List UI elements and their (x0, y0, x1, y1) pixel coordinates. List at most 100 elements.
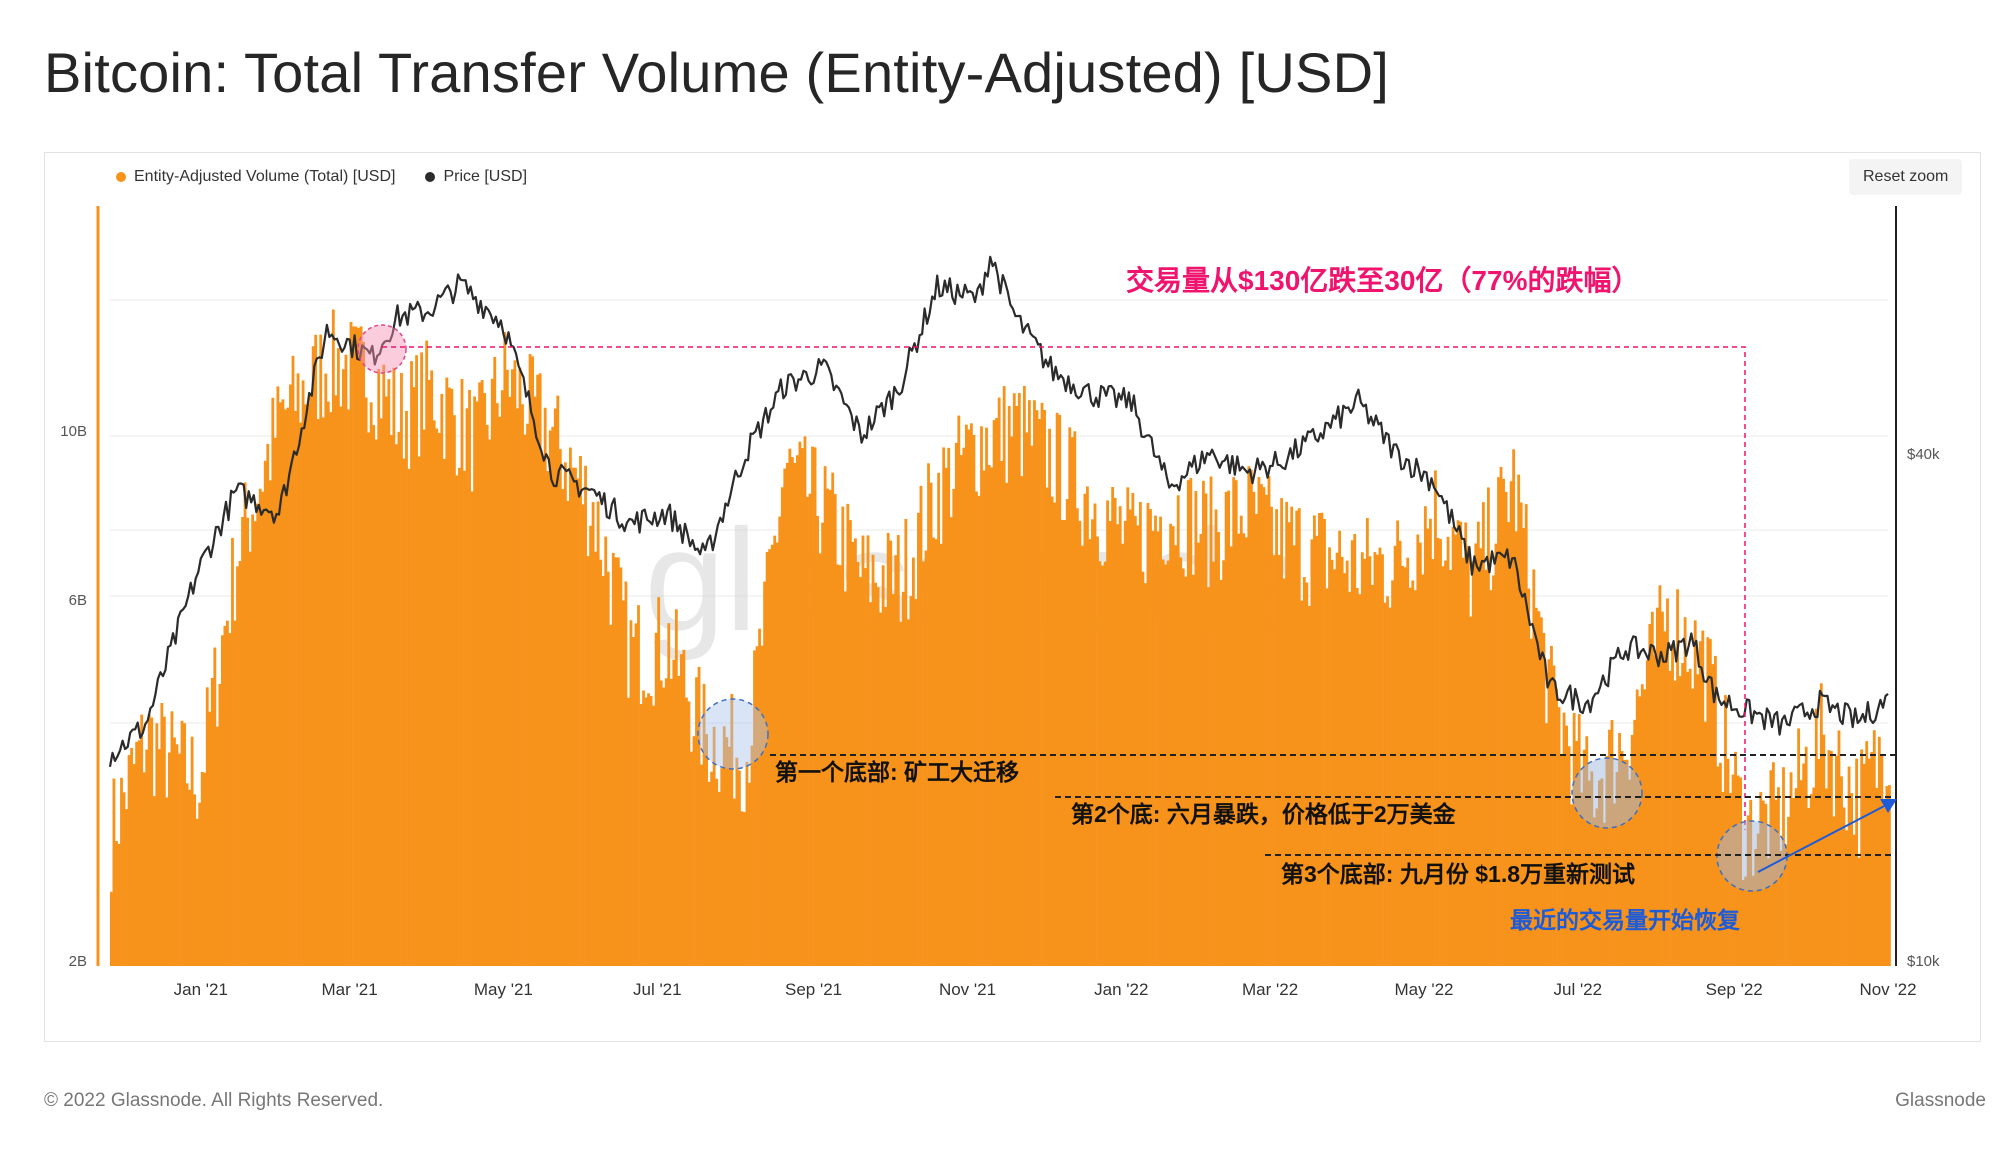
volume-bar (1429, 518, 1432, 966)
volume-bar (1802, 763, 1806, 966)
volume-bar (1504, 491, 1508, 966)
volume-bar (329, 412, 333, 966)
volume-bar (674, 609, 678, 966)
volume-bar (1239, 515, 1243, 966)
volume-bar (180, 720, 184, 966)
volume-bar (1128, 509, 1132, 966)
volume-bar (1411, 580, 1415, 966)
volume-bar (1512, 449, 1516, 966)
volume-bar (621, 600, 625, 966)
volume-bar (949, 517, 953, 966)
volume-bar (1237, 533, 1241, 966)
volume-bar (1625, 759, 1629, 966)
volume-bar (748, 782, 751, 966)
volume-bar (271, 397, 275, 966)
volume-bar (1101, 565, 1104, 966)
volume-bar (1829, 751, 1833, 966)
volume-bar (586, 556, 590, 966)
x-tick-label: Sep '21 (785, 980, 842, 999)
volume-bar (1837, 730, 1841, 966)
volume-bar (526, 423, 529, 967)
volume-bar (952, 488, 956, 966)
volume-bar (1643, 689, 1647, 966)
volume-bar (1855, 758, 1859, 966)
volume-bar (1464, 522, 1468, 966)
volume-bar (697, 666, 701, 966)
volume-bar (299, 422, 302, 966)
volume-bar (1787, 816, 1790, 966)
volume-bar (667, 623, 671, 966)
volume-bar (1701, 630, 1705, 966)
volume-bar (1353, 534, 1357, 966)
volume-bar (528, 354, 532, 967)
volume-bar (690, 751, 693, 966)
volume-bar (1060, 519, 1064, 966)
y-left-tick-label: 6B (69, 592, 87, 609)
volume-bar (1819, 683, 1823, 966)
volume-bar (1597, 780, 1601, 966)
reset-zoom-button[interactable]: Reset zoom (1849, 159, 1963, 195)
volume-bar (838, 565, 842, 966)
volume-bar (1272, 555, 1276, 966)
volume-bar (962, 447, 966, 967)
volume-bar (1368, 556, 1372, 966)
volume-bar (215, 726, 219, 966)
volume-bar (1323, 518, 1326, 966)
volume-bar (980, 426, 983, 966)
legend-dot-volume (116, 172, 126, 182)
volume-bar (606, 571, 610, 966)
legend-item-volume[interactable]: Entity-Adjusted Volume (Total) [USD] (116, 168, 395, 186)
volume-bar (1191, 574, 1195, 966)
volume-bar (294, 411, 297, 966)
volume-bar (1212, 561, 1215, 966)
volume-bar (321, 417, 325, 967)
volume-bar (296, 373, 300, 967)
volume-bar (803, 436, 807, 967)
volume-bar (1658, 585, 1662, 966)
volume-bar (276, 386, 280, 966)
volume-bar (531, 356, 534, 966)
volume-bar (821, 522, 825, 966)
volume-bar (485, 424, 489, 966)
volume-bar (1088, 539, 1092, 966)
volume-bar (851, 541, 855, 966)
volume-bar (1872, 730, 1876, 966)
volume-bar (1244, 537, 1248, 966)
volume-bar (450, 388, 454, 966)
volume-bar (813, 447, 817, 966)
volume-bar (768, 549, 772, 966)
volume-bar (1136, 525, 1140, 966)
volume-bar (1577, 714, 1581, 966)
volume-bar (874, 582, 877, 966)
volume-bar (556, 395, 560, 967)
volume-bar (402, 458, 406, 966)
volume-bar (1156, 531, 1160, 966)
volume-bar (591, 502, 595, 966)
volume-bar (258, 488, 262, 966)
volume-bar (117, 843, 121, 966)
volume-bar (1678, 676, 1682, 966)
volume-bar (1620, 751, 1624, 966)
volume-bar (901, 591, 905, 966)
x-tick-label: Sep '22 (1706, 980, 1763, 999)
volume-bar (1845, 830, 1848, 966)
volume-bar (1146, 502, 1150, 966)
legend-item-price[interactable]: Price [USD] (425, 168, 527, 186)
volume-bar (115, 841, 118, 966)
volume-bar (1542, 632, 1546, 966)
volume-bar (1499, 466, 1503, 966)
volume-bar (1610, 720, 1614, 966)
volume-bar (1862, 763, 1866, 966)
volume-bar (533, 396, 537, 966)
volume-bar (445, 377, 449, 966)
volume-bar (1832, 816, 1836, 966)
volume-bar (362, 342, 366, 966)
volume-bar (1481, 502, 1485, 966)
volume-bar (1312, 515, 1316, 966)
volume-bar (1302, 577, 1306, 966)
volume-bar (861, 535, 865, 966)
volume-bar (737, 770, 741, 966)
volume-bar (1454, 534, 1458, 966)
volume-bar (932, 537, 935, 966)
